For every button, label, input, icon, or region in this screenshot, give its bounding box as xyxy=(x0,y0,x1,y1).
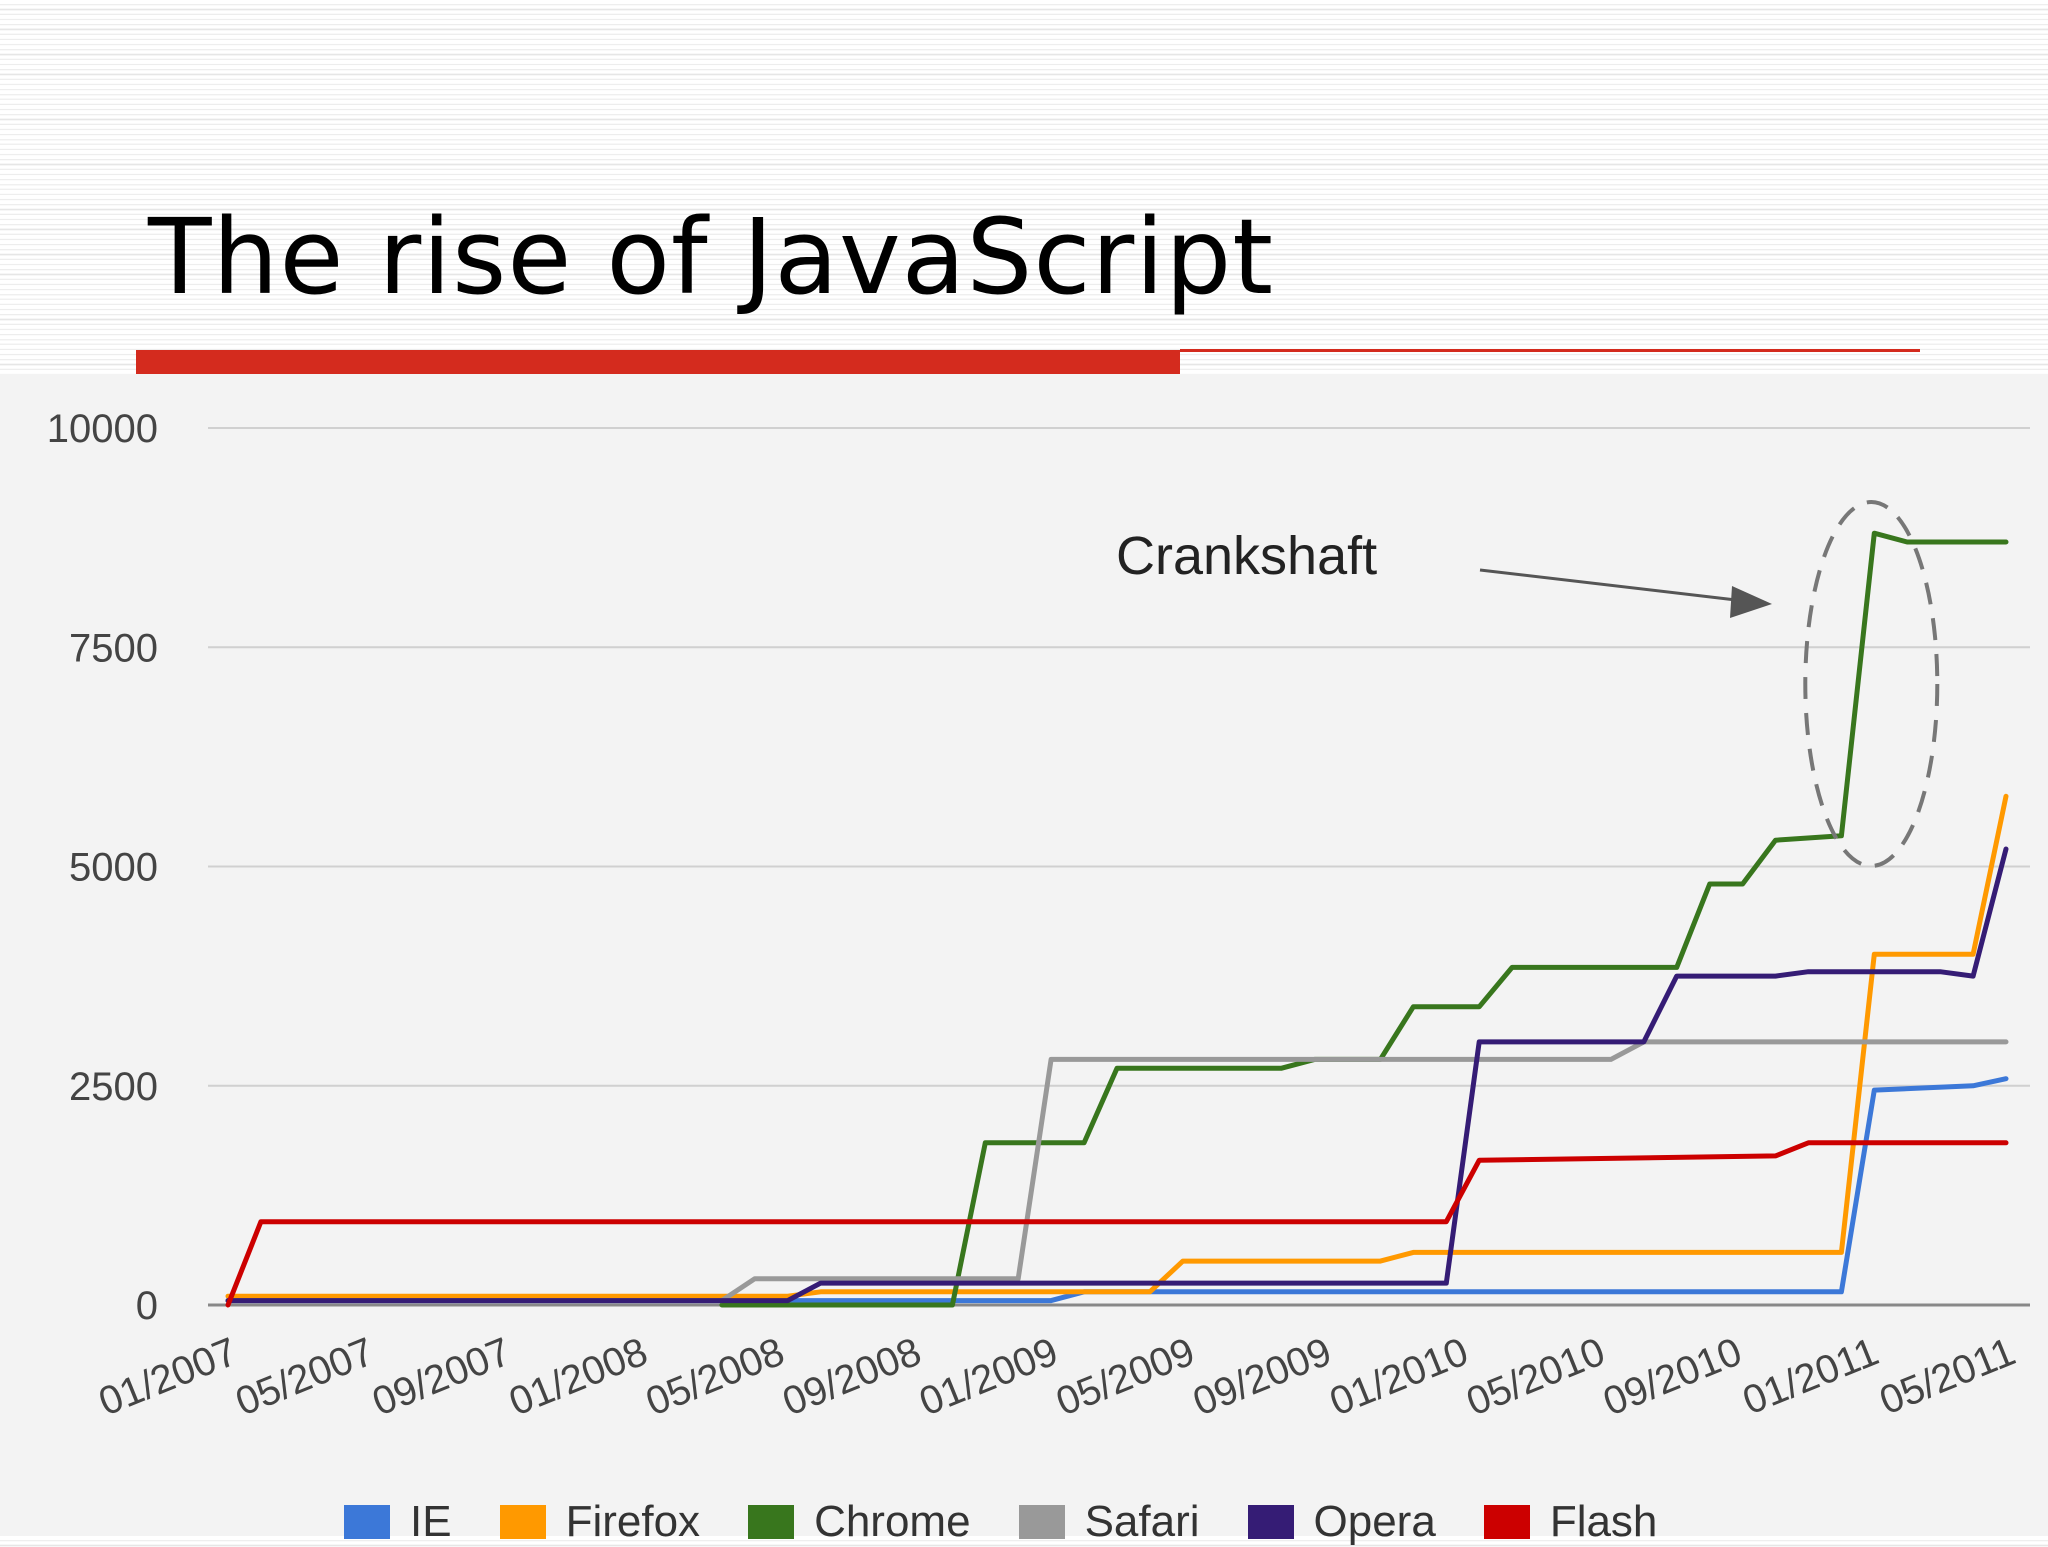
x-tick-label: 09/2009 xyxy=(1187,1330,1338,1425)
legend-item-ie: IE xyxy=(344,1497,452,1547)
legend-label: Safari xyxy=(1084,1497,1200,1546)
legend-swatch xyxy=(344,1505,390,1539)
x-tick-label: 01/2010 xyxy=(1324,1330,1475,1425)
x-tick-label: 01/2007 xyxy=(93,1330,244,1425)
gridlines xyxy=(208,427,2030,1307)
x-tick-label: 01/2011 xyxy=(1737,1330,1885,1424)
y-tick-label: 7500 xyxy=(69,626,158,670)
x-tick-label: 05/2011 xyxy=(1874,1330,2022,1424)
x-tick-label: 01/2009 xyxy=(913,1330,1064,1425)
legend-swatch xyxy=(499,1505,546,1539)
x-axis-tick-labels: 01/200705/200709/200701/200805/200809/20… xyxy=(93,1330,2022,1425)
legend-swatch xyxy=(1483,1505,1530,1539)
legend-item-safari: Safari xyxy=(1018,1497,1200,1547)
x-tick-label: 05/2009 xyxy=(1050,1330,1201,1425)
slide-title: The rise of JavaScript xyxy=(148,196,1274,318)
series-line-chrome xyxy=(719,530,2009,1308)
legend-item-flash: Flash xyxy=(1483,1497,1658,1547)
x-tick-label: 05/2008 xyxy=(640,1330,791,1425)
series-line-ie xyxy=(225,1076,2009,1304)
legend-item-firefox: Firefox xyxy=(499,1497,701,1547)
legend-label: IE xyxy=(410,1497,452,1546)
x-tick-label: 05/2010 xyxy=(1461,1330,1612,1425)
crankshaft-annotation: Crankshaft xyxy=(1116,500,1940,868)
legend-label: Firefox xyxy=(565,1497,701,1546)
y-tick-label: 0 xyxy=(136,1284,158,1328)
chart-panel: 0 2500 5000 7500 10000 01/2007 05/2007 09/2007… xyxy=(0,374,2048,1546)
annotation-arrow-head xyxy=(1730,586,1772,618)
legend-item-chrome: Chrome xyxy=(748,1497,971,1547)
legend-label: Flash xyxy=(1549,1497,1658,1546)
title-underline-thick xyxy=(136,350,1180,374)
annotation-label: Crankshaft xyxy=(1116,526,1377,586)
x-tick-label: 01/2008 xyxy=(503,1330,654,1425)
y-tick-label: 2500 xyxy=(69,1065,158,1109)
line-chart: 0 2500 5000 7500 10000 01/200705/200709/2007… xyxy=(47,407,2030,1425)
x-tick-label: 09/2010 xyxy=(1597,1330,1748,1425)
x-tick-label: 09/2008 xyxy=(777,1330,928,1425)
series-line-opera xyxy=(225,846,2009,1304)
annotation-arrow xyxy=(1479,568,1737,602)
x-tick-label: 09/2007 xyxy=(366,1330,517,1425)
chart-legend: IE Firefox Chrome Safari Opera Flash xyxy=(344,1497,1658,1547)
legend-label: Opera xyxy=(1313,1497,1436,1546)
x-tick-label: 05/2007 xyxy=(230,1330,381,1425)
y-tick-label: 5000 xyxy=(69,846,158,890)
y-tick-label: 10000 xyxy=(47,407,158,451)
series-line-safari xyxy=(225,1039,2009,1304)
legend-swatch xyxy=(748,1505,795,1539)
series-line-flash xyxy=(225,1140,2009,1308)
series-line-firefox xyxy=(225,793,2009,1299)
title-underline-thin xyxy=(1180,349,1920,352)
legend-label: Chrome xyxy=(814,1497,971,1546)
series-lines xyxy=(225,530,2009,1308)
legend-item-opera: Opera xyxy=(1247,1497,1436,1547)
y-axis-tick-labels: 0 2500 5000 7500 10000 xyxy=(47,407,158,1328)
legend-swatch xyxy=(1247,1505,1294,1539)
annotation-highlight-ellipse xyxy=(1803,500,1940,868)
legend-swatch xyxy=(1018,1505,1065,1539)
